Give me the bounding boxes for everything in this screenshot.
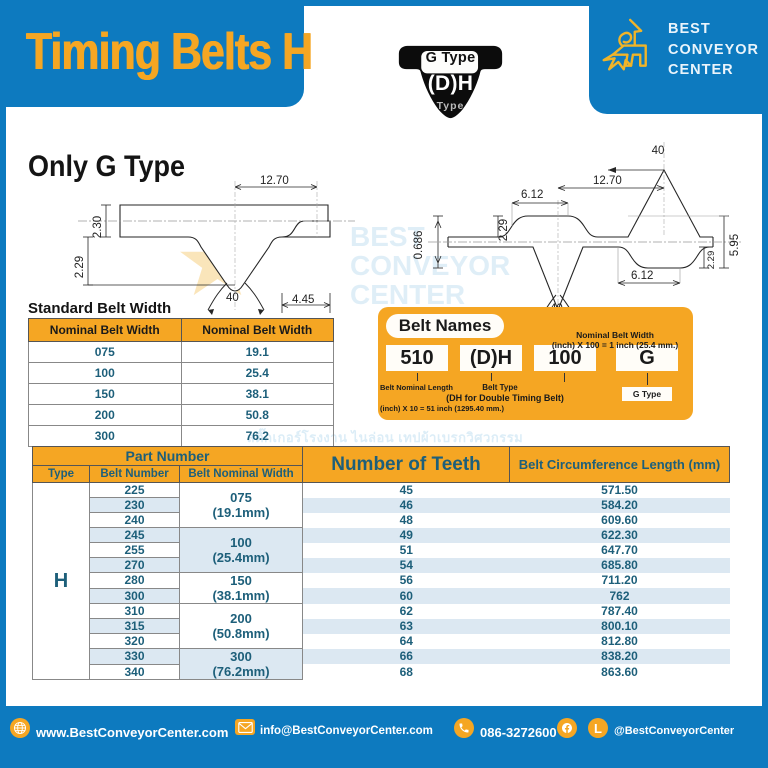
svg-text:12.70: 12.70 bbox=[260, 175, 289, 187]
svg-text:2.29: 2.29 bbox=[498, 219, 510, 241]
svg-text:40: 40 bbox=[226, 292, 239, 304]
svg-text:2.30: 2.30 bbox=[92, 216, 104, 238]
svg-text:5.95: 5.95 bbox=[729, 234, 741, 256]
svg-text:0.686: 0.686 bbox=[413, 231, 425, 260]
svg-text:6.12: 6.12 bbox=[521, 189, 543, 201]
svg-text:12.70: 12.70 bbox=[593, 175, 622, 187]
svg-text:2.29: 2.29 bbox=[706, 251, 717, 270]
svg-text:6.12: 6.12 bbox=[631, 270, 653, 282]
svg-text:40: 40 bbox=[652, 145, 665, 157]
svg-text:2.29: 2.29 bbox=[74, 256, 86, 278]
svg-text:4.45: 4.45 bbox=[292, 294, 314, 306]
